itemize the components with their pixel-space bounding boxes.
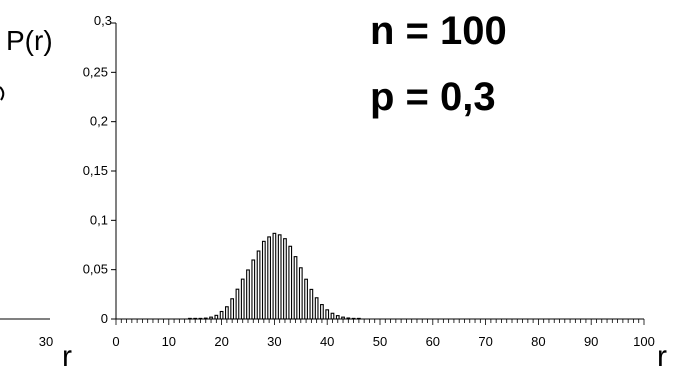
bar [298, 267, 303, 320]
y-axis-ticks [111, 22, 116, 320]
y-axis-tick-labels: 0 0,05 0,1 0,15 0,2 0,25 0,3 [83, 13, 112, 326]
bar [214, 314, 219, 320]
bar [277, 234, 282, 320]
x-axis-minor-ticks [115, 319, 645, 325]
x-tick-label: 70 [478, 334, 492, 349]
bar [330, 312, 335, 320]
x-tick-label: 10 [162, 334, 176, 349]
y-tick-label: 0,05 [83, 262, 108, 277]
bar [235, 288, 240, 320]
left-partial-x-axis-label: r [62, 340, 72, 368]
x-tick-label: 60 [426, 334, 440, 349]
bar [335, 315, 340, 320]
bar [256, 250, 261, 320]
x-tick-label: 50 [373, 334, 387, 349]
bar [325, 309, 330, 320]
y-axis-label: P(r) [6, 25, 53, 56]
bar [283, 238, 287, 320]
x-axis-label: r [657, 340, 667, 368]
y-tick-label: 0 [101, 311, 108, 326]
y-tick-label: 0,25 [83, 64, 108, 79]
x-tick-label: 100 [633, 334, 655, 349]
bar [240, 278, 245, 320]
bar [293, 256, 298, 320]
y-tick-label: 0,2 [90, 114, 108, 129]
bar [272, 232, 277, 320]
bar [219, 310, 224, 320]
n-parameter-label: n = 100 [370, 9, 507, 53]
left-partial-tick-label: 30 [39, 334, 53, 349]
bars [188, 232, 361, 320]
bar [225, 306, 229, 320]
y-tick-label: 0,1 [90, 212, 108, 227]
bar [288, 245, 293, 320]
bar [267, 236, 271, 320]
x-tick-label: 80 [531, 334, 545, 349]
x-tick-label: 30 [267, 334, 281, 349]
bar [304, 278, 308, 320]
bar [246, 269, 250, 320]
y-tick-label: 0,15 [83, 163, 108, 178]
x-tick-label: 90 [584, 334, 598, 349]
x-tick-label: 0 [112, 334, 119, 349]
p-parameter-label: p = 0,3 [370, 75, 496, 119]
x-tick-label: 40 [320, 334, 334, 349]
bar [320, 304, 324, 320]
left-partial-curve [0, 86, 5, 101]
x-tick-label: 20 [214, 334, 228, 349]
bar [261, 240, 266, 320]
bar [251, 259, 256, 320]
bar [230, 298, 235, 320]
y-tick-label: 0,3 [94, 13, 112, 28]
bar [314, 297, 319, 320]
x-axis-tick-labels: 0 10 20 30 40 50 60 70 80 90 100 [112, 334, 654, 349]
bar [309, 288, 314, 320]
